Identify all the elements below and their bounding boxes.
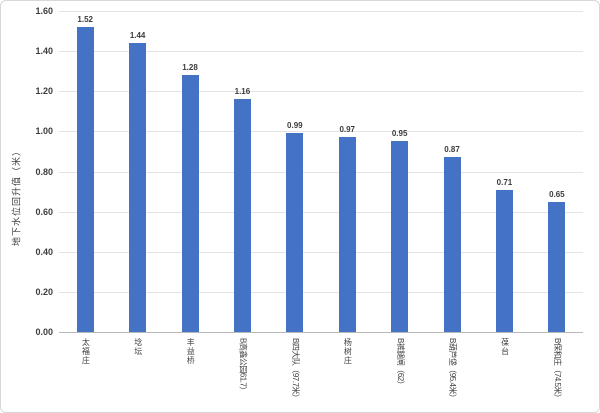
bar-value-label: 0.87: [444, 145, 460, 155]
bar-slot: 0.87: [426, 11, 478, 332]
gridline: [59, 291, 583, 293]
x-label-slot: 太福庄: [59, 338, 111, 365]
x-label-slot: B裤腿闸（62）: [373, 338, 425, 388]
x-label-slot: 丰益桥: [164, 338, 216, 365]
y-tick-label: 0.00: [35, 327, 53, 337]
bar-value-label: 0.71: [496, 177, 513, 187]
y-tick-label: 0.20: [35, 286, 53, 297]
bar-slot: 1.28: [164, 11, 216, 332]
bar-slot: 0.99: [269, 11, 321, 332]
x-category-label: 埝坛: [133, 338, 143, 356]
y-tick-label: 0.60: [35, 206, 53, 217]
bar-value-label: 0.97: [339, 125, 356, 135]
x-category-label: B四大队（97.7米）: [291, 338, 301, 402]
bar: [495, 189, 513, 332]
bar-value-label: 1.16: [234, 87, 251, 97]
plot-area: 1.52 1.44 1.28 1.16 0.99 0.97 0.95 0.87 0.71 0.65: [59, 11, 583, 332]
bar-slot: 0.71: [478, 11, 530, 332]
y-tick-label: 0.80: [35, 166, 53, 177]
y-tick-label: 1.20: [35, 86, 53, 97]
x-category-label: 葆台: [500, 338, 510, 356]
x-label-slot: B四大队（97.7米）: [269, 338, 321, 401]
bar-value-label: 1.28: [182, 63, 198, 73]
bar-value-label: 1.44: [129, 31, 146, 41]
x-label-slot: B保和庄（74.5米）: [531, 338, 583, 401]
x-label-slot: B高鑫公园61.7）: [216, 338, 268, 394]
gridline: [59, 51, 583, 53]
bar-value-label: 0.95: [391, 129, 408, 139]
gridline: [59, 251, 583, 253]
gridline: [59, 211, 583, 213]
y-tick-label: 0.40: [35, 246, 53, 257]
bar: [548, 201, 566, 332]
bar-value-label: 0.65: [549, 189, 565, 199]
gridline: [59, 171, 583, 173]
x-category-label: B保和庄（74.5米）: [553, 338, 563, 402]
x-label-slot: 杨树庄: [321, 338, 373, 365]
x-category-label: 丰益桥: [186, 338, 196, 365]
bar: [181, 75, 199, 332]
x-label-slot: 葆台: [478, 338, 530, 356]
gridline: [59, 131, 583, 133]
bar: [338, 137, 356, 332]
x-label-slot: B葫芦垡（95.4米）: [426, 338, 478, 401]
bar-slot: 0.65: [531, 11, 583, 332]
bar: [443, 157, 461, 332]
y-axis-title: 地下水位回升值（米）: [11, 145, 22, 247]
bar: [233, 99, 251, 332]
bar-slot: 0.95: [373, 11, 425, 332]
gridline: [59, 91, 583, 93]
y-tick-label: 1.00: [35, 126, 53, 137]
y-tick-label: 1.60: [35, 6, 53, 16]
x-category-label: B葫芦垡（95.4米）: [448, 338, 458, 402]
bar-slot: 0.97: [321, 11, 373, 332]
bar: [76, 27, 94, 332]
x-axis-line: [59, 332, 583, 333]
bar: [129, 43, 147, 332]
bar-value-label: 0.99: [287, 121, 303, 131]
x-category-label: B高鑫公园61.7）: [238, 338, 248, 394]
bar-value-label: 1.52: [77, 15, 93, 25]
bar: [391, 141, 409, 332]
bar-slot: 1.16: [216, 11, 268, 332]
x-category-label: 杨树庄: [343, 338, 353, 365]
x-label-slot: 埝坛: [111, 338, 163, 356]
gridline: [59, 11, 583, 12]
x-axis-labels: 太福庄 埝坛 丰益桥 B高鑫公园61.7） B四大队（97.7米） 杨树庄 B裤腿闸（62）…: [59, 338, 583, 401]
bar-slot: 1.44: [111, 11, 163, 332]
bar-slot: 1.52: [59, 11, 111, 332]
y-tick-label: 1.40: [35, 46, 53, 57]
x-category-label: 太福庄: [81, 338, 91, 365]
bar: [286, 133, 304, 332]
x-category-label: B裤腿闸（62）: [395, 338, 405, 389]
